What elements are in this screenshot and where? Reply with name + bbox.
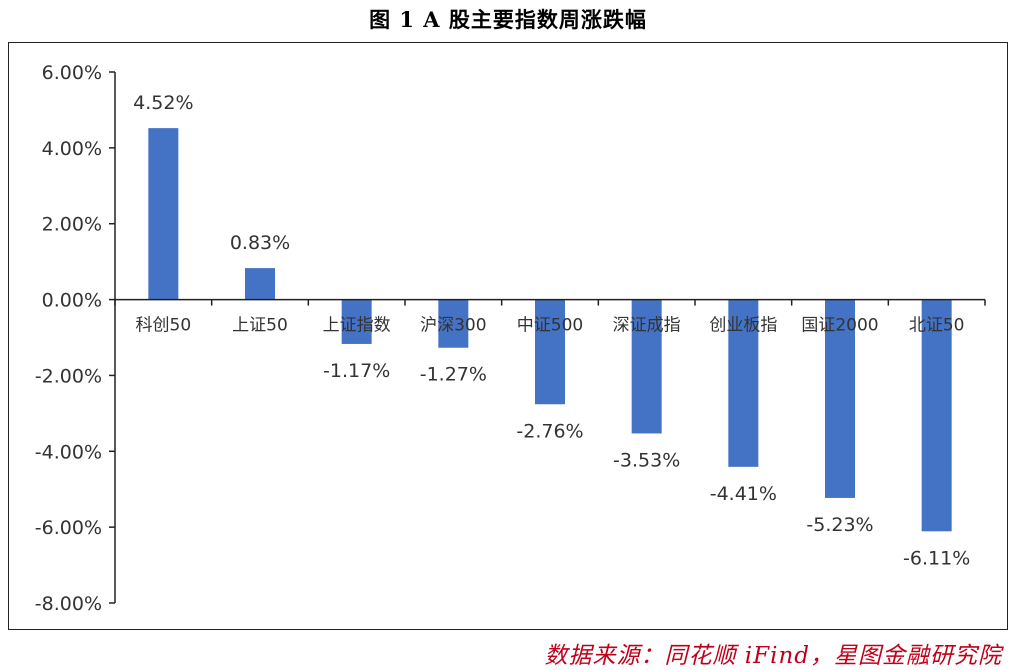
x-category-label: 北证50 (909, 316, 965, 336)
bar (535, 299, 565, 405)
x-category-label: 创业板指 (709, 316, 777, 336)
data-label: -1.27% (420, 364, 487, 386)
x-category-label: 上证指数 (323, 316, 391, 336)
data-label: 0.83% (230, 232, 290, 254)
bar (245, 268, 275, 300)
data-label: -5.23% (806, 514, 873, 536)
bar (438, 299, 469, 348)
bar (631, 299, 662, 434)
data-label: -3.53% (613, 449, 680, 471)
data-label: -2.76% (516, 420, 583, 442)
y-tick-label: -8.00% (35, 593, 102, 615)
bar (825, 299, 855, 498)
x-category-label: 沪深300 (420, 316, 486, 336)
x-category-label: 上证50 (232, 316, 288, 336)
data-label: 4.52% (133, 92, 193, 114)
y-tick-label: -4.00% (35, 441, 102, 463)
y-tick-label: 0.00% (42, 290, 102, 312)
x-category-label: 科创50 (136, 316, 192, 336)
y-tick-label: 6.00% (42, 62, 102, 84)
data-label: -6.11% (903, 547, 970, 569)
data-label: -1.17% (323, 360, 390, 382)
x-category-label: 国证2000 (801, 316, 878, 336)
chart-title: 图 1 A 股主要指数周涨跌幅 (369, 7, 647, 32)
bar (728, 299, 759, 467)
bar (921, 299, 952, 532)
x-category-label: 中证500 (517, 316, 583, 336)
data-label: -4.41% (710, 483, 777, 505)
y-tick-label: 4.00% (42, 138, 102, 160)
y-tick-label: 2.00% (42, 214, 102, 236)
x-category-label: 深证成指 (613, 316, 681, 336)
chart-frame (8, 42, 1008, 630)
y-tick-label: -2.00% (35, 365, 102, 387)
data-source-note: 数据来源：同花顺 iFind，星图金融研究院 (544, 643, 1002, 669)
y-tick-label: -6.00% (35, 517, 102, 539)
bar (341, 299, 372, 344)
bar (148, 128, 179, 300)
